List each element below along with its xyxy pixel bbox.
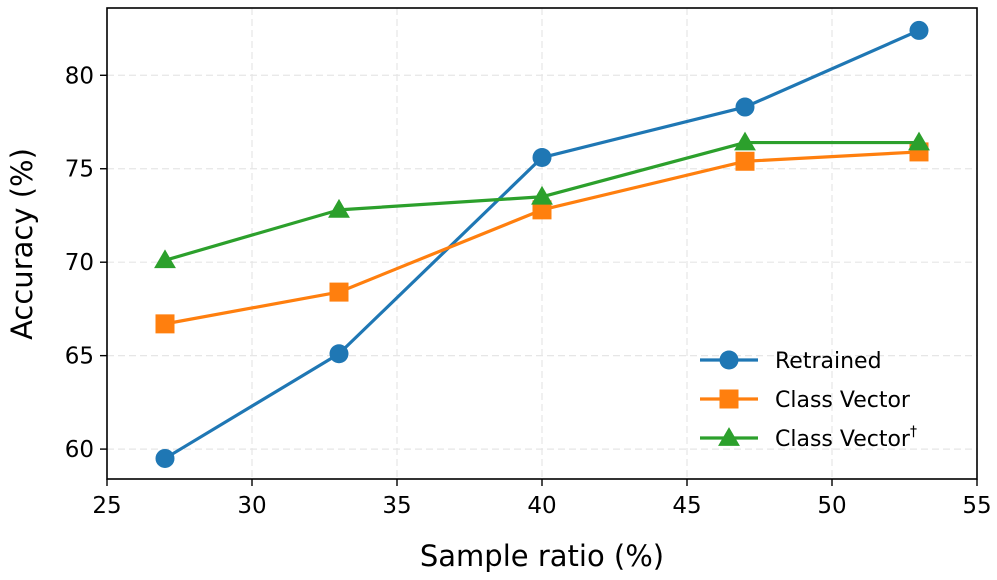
legend-label: Class Vector xyxy=(775,388,911,413)
series-2 xyxy=(154,131,930,269)
x-axis-title: Sample ratio (%) xyxy=(420,539,664,573)
legend-label: Retrained xyxy=(775,349,882,374)
data-point-circle xyxy=(532,148,552,168)
legend-label: Class Vector† xyxy=(775,424,917,452)
y-axis-title: Accuracy (%) xyxy=(5,148,39,340)
legend-marker-triangle xyxy=(718,427,740,446)
data-point-square xyxy=(329,282,349,302)
legend-entry: Retrained xyxy=(700,349,882,374)
y-tick-label: 60 xyxy=(65,437,94,463)
y-tick-label: 70 xyxy=(65,250,94,276)
x-tick-label: 40 xyxy=(527,493,556,519)
data-point-square xyxy=(155,314,175,334)
data-point-triangle xyxy=(531,185,553,205)
data-point-circle xyxy=(329,344,349,364)
series-0 xyxy=(155,20,929,468)
data-point-triangle xyxy=(908,131,930,151)
legend-entry: Class Vector xyxy=(700,388,911,413)
data-point-circle xyxy=(735,97,755,117)
data-point-triangle xyxy=(734,131,756,151)
legend-entry: Class Vector† xyxy=(700,424,917,452)
data-point-triangle xyxy=(154,249,176,269)
x-tick-label: 35 xyxy=(382,493,411,519)
series-layer xyxy=(154,20,930,468)
y-tick-label: 80 xyxy=(65,63,94,89)
x-tick-label: 45 xyxy=(672,493,701,519)
data-point-circle xyxy=(155,448,175,468)
data-point-triangle xyxy=(328,198,350,218)
x-tick-label: 55 xyxy=(962,493,991,519)
y-tick-label: 65 xyxy=(65,344,94,370)
data-point-square xyxy=(532,200,552,220)
y-tick-label: 75 xyxy=(65,157,94,183)
legend-marker-circle xyxy=(719,350,739,370)
series-1 xyxy=(155,142,929,334)
legend: Retrained Class Vector Class Vector† xyxy=(700,349,917,452)
x-tick-label: 25 xyxy=(92,493,121,519)
x-tick-label: 30 xyxy=(237,493,266,519)
legend-marker-square xyxy=(719,389,739,409)
data-point-circle xyxy=(909,20,929,40)
axis-ticks: 25 30 35 40 45 50 55 60 65 70 75 80 xyxy=(65,63,992,519)
x-tick-label: 50 xyxy=(817,493,846,519)
data-point-square xyxy=(735,151,755,171)
